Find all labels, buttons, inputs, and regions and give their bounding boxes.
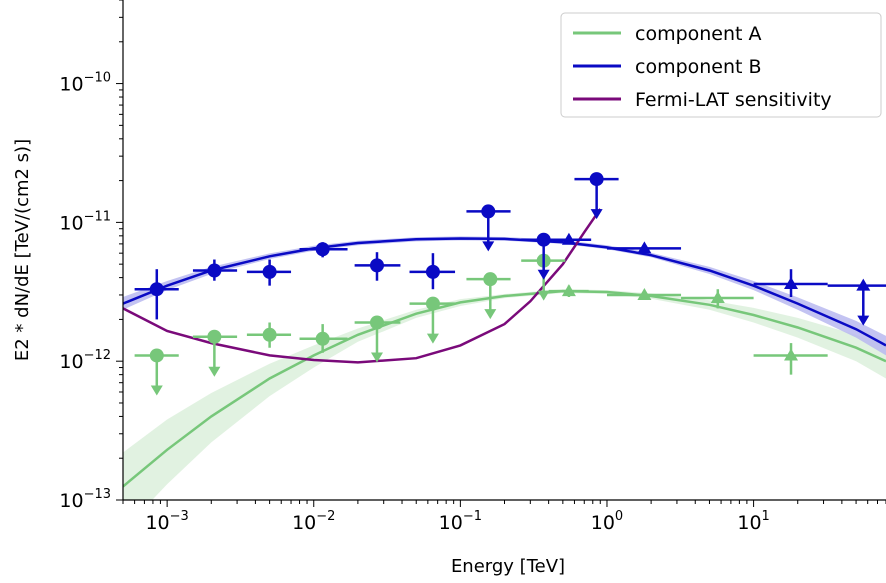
flux-points [134, 172, 886, 396]
legend-label-component-b: component B [635, 56, 762, 78]
axes: 10−3 10−2 10−1 100 101 10−13 10−12 10−11 10−10 [59, 0, 886, 534]
component-b-flux-point-9 [548, 232, 592, 245]
component-b-flux-point-4 [299, 242, 348, 258]
component-a-flux-point-9 [548, 284, 589, 298]
y-axis-label: E2 * dN/dE [TeV/(cm2 s)] [12, 139, 33, 361]
component-b-flux-point-10 [574, 172, 619, 220]
component-b-flux-point-2 [192, 259, 238, 281]
component-a-flux-point-12 [753, 343, 828, 375]
x-tick-label: 10−2 [292, 509, 335, 534]
legend-label-component-a: component A [635, 23, 762, 45]
component-b-flux-point-6 [409, 253, 456, 290]
component-b-flux-point-11 [606, 241, 682, 254]
component-a-flux-point-1 [134, 348, 179, 396]
component-b-flux-point-1 [134, 269, 179, 320]
component-a-flux-point-7 [466, 272, 511, 320]
component-b-line [123, 237, 886, 347]
x-tick-label: 101 [737, 509, 769, 534]
component-a-flux-point-3 [246, 322, 292, 348]
fermi-lat-sensitivity-line [123, 208, 602, 364]
component-a-flux-point-5 [354, 315, 401, 363]
y-tick-label: 10−10 [59, 71, 111, 96]
component-b-flux-point-7 [466, 204, 511, 252]
component-b-flux-point-12 [753, 269, 828, 298]
component-a-line [123, 289, 886, 488]
x-tick-label: 10−3 [145, 509, 188, 534]
component-a-flux-point-4 [299, 324, 348, 353]
y-tick-label: 10−13 [59, 487, 111, 512]
component-b-flux-point-5 [354, 252, 401, 281]
legend-box [560, 12, 882, 118]
component-b-flux-point-3 [246, 259, 292, 286]
x-tick-label: 100 [591, 509, 623, 534]
y-tick-label: 10−12 [59, 348, 111, 373]
model-bands [123, 236, 886, 500]
component-a-flux-point-11 [681, 289, 754, 309]
x-axis-label: Energy [TeV] [451, 556, 565, 577]
model-lines [123, 208, 886, 488]
component-a-flux-point-2 [192, 329, 238, 377]
component-a-flux-point-10 [606, 287, 682, 300]
y-tick-label: 10−11 [59, 209, 111, 234]
legend-label-fermi-lat-sensitivity: Fermi-LAT sensitivity [635, 89, 832, 111]
component-a-flux-point-6 [409, 296, 456, 344]
legend: component A component B Fermi-LAT sensitiv… [560, 12, 882, 118]
component-b-flux-point-13 [827, 278, 886, 326]
x-tick-label: 10−1 [439, 509, 482, 534]
